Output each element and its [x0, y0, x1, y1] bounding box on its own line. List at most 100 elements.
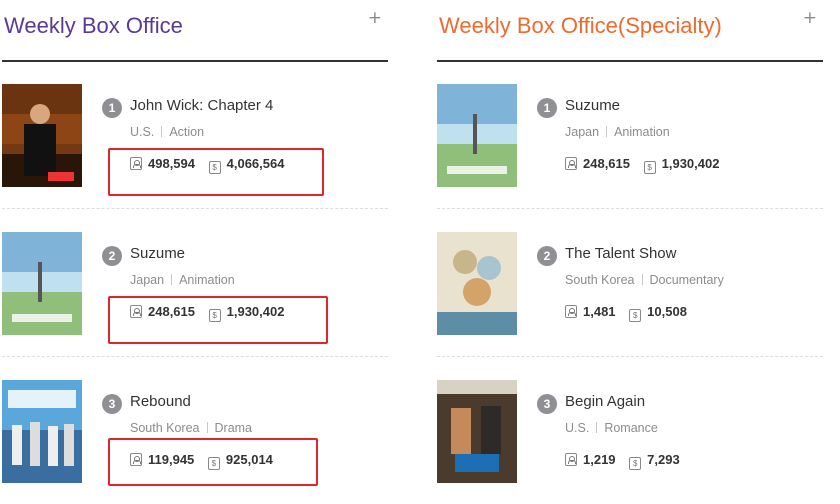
audience-stat: 248,615 — [565, 156, 630, 171]
revenue-stat: $7,293 — [629, 452, 680, 470]
rank-badge: 1 — [102, 98, 122, 118]
person-icon — [130, 157, 142, 170]
movie-poster[interactable] — [437, 232, 517, 335]
highlight-box — [108, 438, 318, 486]
audience-stat: 1,481 — [565, 304, 616, 319]
section-header: Weekly Box Office + — [2, 0, 388, 62]
revenue-amount: 1,930,402 — [226, 304, 285, 319]
movie-stats: 248,615 $1,930,402 — [565, 156, 729, 174]
movie-title[interactable]: John Wick: Chapter 4 — [130, 97, 274, 114]
movie-item[interactable]: 3 Rebound South Korea Drama 119,945 $925,… — [2, 358, 388, 504]
money-icon: $ — [643, 161, 656, 174]
audience-count: 119,945 — [148, 452, 195, 467]
movie-stats: 248,615 $1,930,402 — [130, 304, 294, 322]
movie-country: Japan — [565, 125, 600, 139]
audience-count: 1,481 — [583, 304, 616, 319]
money-icon: $ — [208, 161, 221, 174]
revenue-stat: $1,930,402 — [208, 304, 285, 322]
movie-item[interactable]: 2 Suzume Japan Animation 248,615 $1,930,4… — [2, 210, 388, 357]
movie-item[interactable]: 1 Suzume Japan Animation 248,615 $1,930,4… — [437, 62, 823, 209]
movie-stats: 119,945 $925,014 — [130, 452, 283, 470]
movie-meta: South Korea Drama — [130, 421, 252, 435]
audience-stat: 119,945 — [130, 452, 194, 467]
meta-divider — [596, 422, 598, 433]
person-icon — [565, 157, 577, 170]
money-icon: $ — [207, 457, 220, 470]
movie-meta: South Korea Documentary — [565, 273, 724, 287]
rank-badge: 1 — [537, 98, 557, 118]
movie-stats: 1,481 $10,508 — [565, 304, 697, 322]
movie-title[interactable]: Suzume — [565, 97, 621, 114]
meta-divider — [171, 274, 173, 285]
revenue-amount: 4,066,564 — [226, 156, 285, 171]
movie-country: South Korea — [130, 421, 200, 435]
person-icon — [565, 453, 577, 466]
audience-count: 498,594 — [148, 156, 195, 171]
movie-meta: Japan Animation — [565, 125, 670, 139]
movie-item[interactable]: 1 John Wick: Chapter 4 U.S. Action 498,59… — [2, 62, 388, 209]
meta-divider — [161, 126, 163, 137]
revenue-amount: 925,014 — [225, 452, 273, 467]
section-header: Weekly Box Office(Specialty) + — [437, 0, 823, 62]
movie-title[interactable]: Suzume — [130, 245, 186, 262]
audience-stat: 498,594 — [130, 156, 195, 171]
revenue-stat: $4,066,564 — [208, 156, 285, 174]
section-title: Weekly Box Office(Specialty) — [439, 13, 722, 38]
audience-count: 1,219 — [583, 452, 616, 467]
movie-country: South Korea — [565, 273, 635, 287]
movie-country: Japan — [130, 273, 165, 287]
movie-stats: 1,219 $7,293 — [565, 452, 690, 470]
weekly-box-office-section: Weekly Box Office + 1 John Wick: Chapter… — [2, 0, 388, 486]
highlight-box — [108, 296, 328, 344]
rank-badge: 3 — [537, 394, 557, 414]
audience-count: 248,615 — [148, 304, 195, 319]
revenue-amount: 1,930,402 — [661, 156, 720, 171]
more-button[interactable]: + — [367, 8, 382, 28]
audience-stat: 248,615 — [130, 304, 195, 319]
person-icon — [130, 453, 142, 466]
movie-stats: 498,594 $4,066,564 — [130, 156, 294, 174]
movie-genre: Romance — [604, 421, 658, 435]
movie-genre: Drama — [214, 421, 253, 435]
movie-meta: U.S. Action — [130, 125, 204, 139]
more-button[interactable]: + — [802, 8, 817, 28]
rank-badge: 2 — [102, 246, 122, 266]
rank-badge: 2 — [537, 246, 557, 266]
money-icon: $ — [629, 309, 642, 322]
movie-item[interactable]: 2 The Talent Show South Korea Documentary… — [437, 210, 823, 357]
person-icon — [130, 305, 142, 318]
movie-poster[interactable] — [2, 232, 82, 335]
revenue-amount: 10,508 — [647, 304, 687, 319]
movie-title[interactable]: The Talent Show — [565, 245, 677, 262]
movie-meta: U.S. Romance — [565, 421, 658, 435]
meta-divider — [641, 274, 643, 285]
movie-country: U.S. — [565, 421, 590, 435]
movie-title[interactable]: Rebound — [130, 393, 191, 410]
audience-count: 248,615 — [583, 156, 630, 171]
movie-item[interactable]: 3 Begin Again U.S. Romance 1,219 $7,293 — [437, 358, 823, 504]
revenue-amount: 7,293 — [647, 452, 680, 467]
movie-title[interactable]: Begin Again — [565, 393, 646, 410]
movie-poster[interactable] — [437, 84, 517, 187]
movie-poster[interactable] — [2, 84, 82, 187]
meta-divider — [206, 422, 208, 433]
movie-poster[interactable] — [437, 380, 517, 483]
section-title: Weekly Box Office — [4, 13, 183, 38]
rank-badge: 3 — [102, 394, 122, 414]
highlight-box — [108, 148, 324, 196]
movie-genre: Animation — [614, 125, 670, 139]
meta-divider — [606, 126, 608, 137]
movie-genre: Documentary — [649, 273, 724, 287]
money-icon: $ — [629, 457, 642, 470]
movie-genre: Action — [169, 125, 205, 139]
movie-poster[interactable] — [2, 380, 82, 483]
revenue-stat: $1,930,402 — [643, 156, 720, 174]
audience-stat: 1,219 — [565, 452, 616, 467]
movie-meta: Japan Animation — [130, 273, 235, 287]
money-icon: $ — [208, 309, 221, 322]
revenue-stat: $10,508 — [629, 304, 687, 322]
revenue-stat: $925,014 — [207, 452, 273, 470]
movie-genre: Animation — [179, 273, 235, 287]
movie-country: U.S. — [130, 125, 155, 139]
person-icon — [565, 305, 577, 318]
